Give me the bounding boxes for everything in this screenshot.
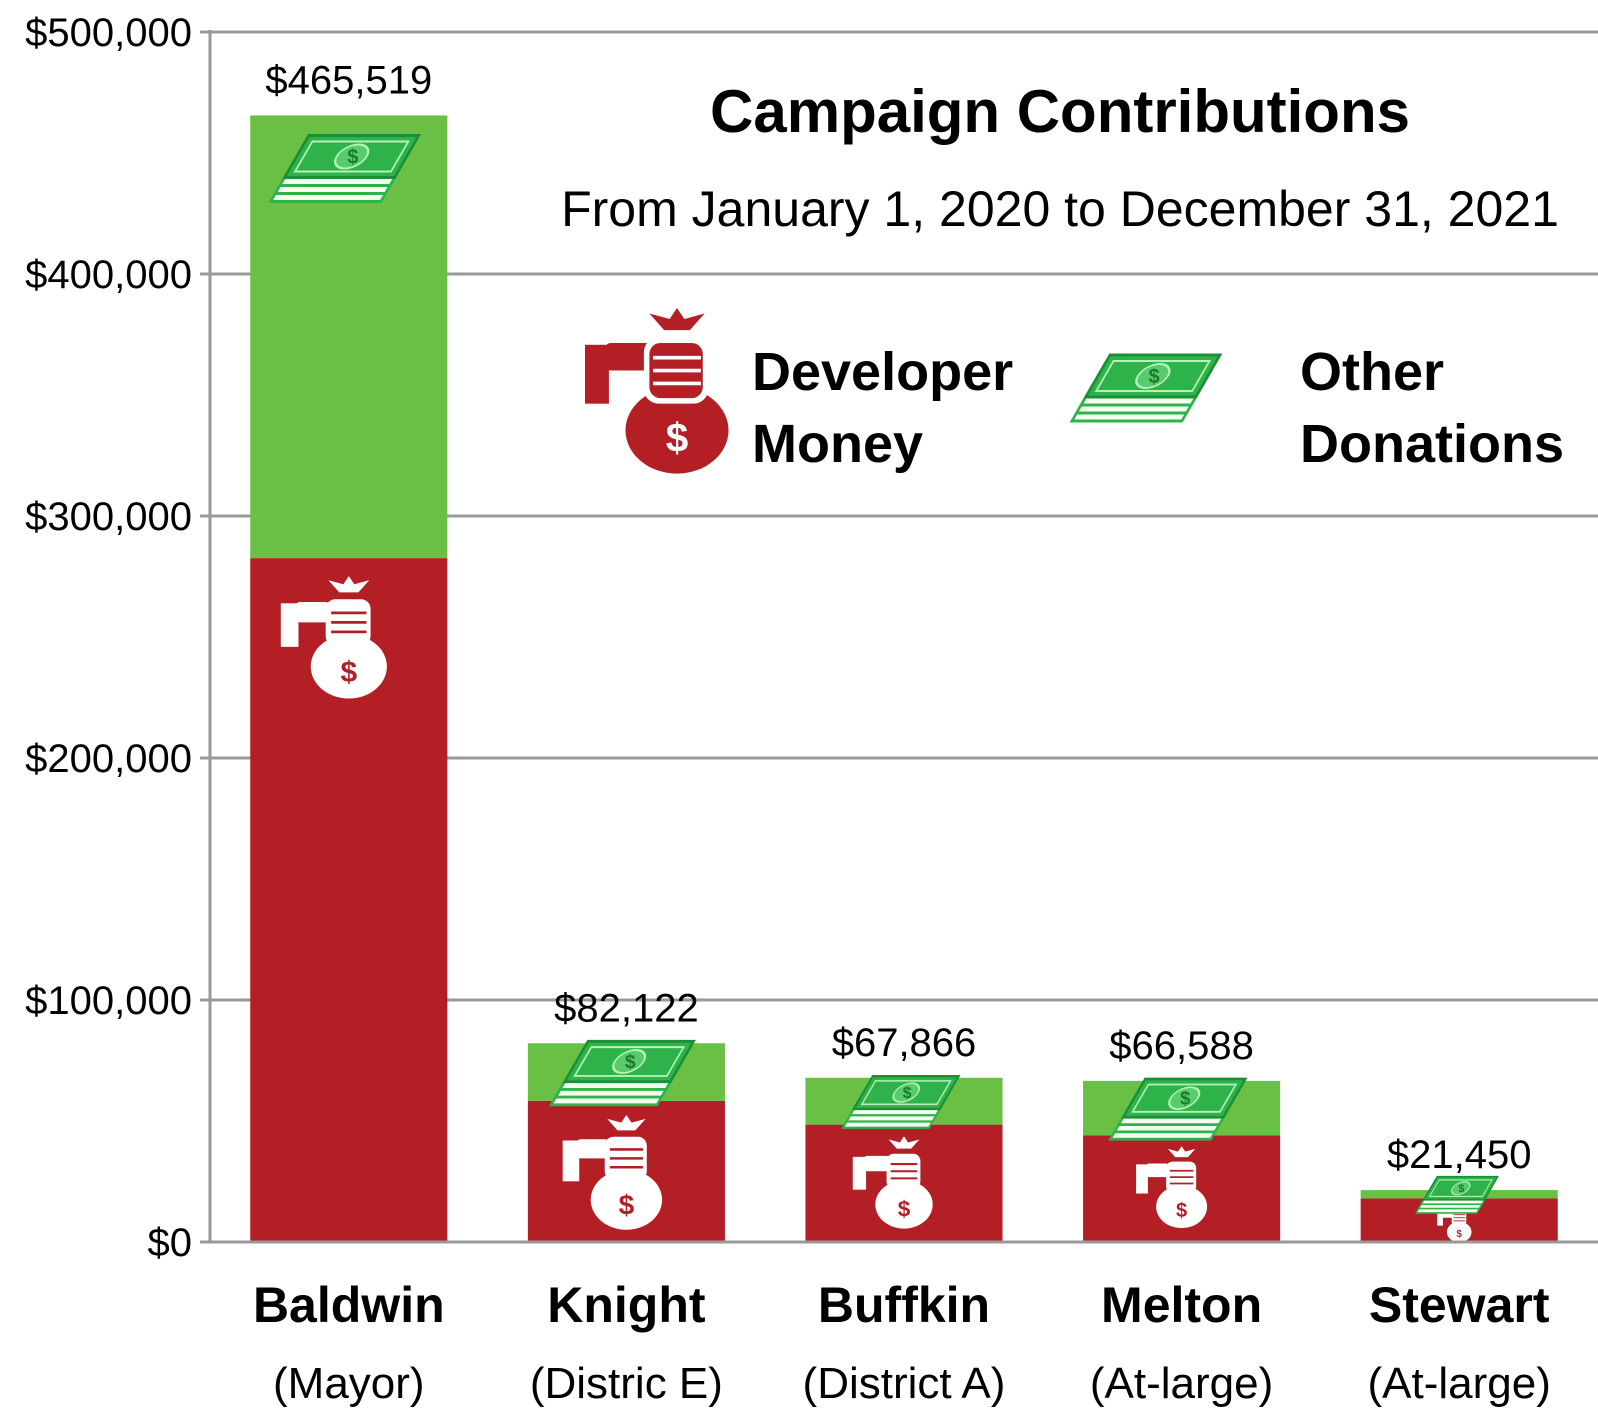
y-tick-label-300000: $300,000: [25, 495, 192, 539]
y-tick-label-0: $0: [148, 1221, 193, 1265]
axes: [200, 30, 1598, 1244]
x-tick-label-buffkin: Buffkin: [818, 1277, 990, 1333]
x-tick-role-melton: (At-large): [1090, 1359, 1273, 1408]
chart-title-block: Campaign Contributions From January 1, 2…: [561, 62, 1559, 252]
total-label-melton: $66,588: [1109, 1024, 1254, 1068]
legend-other-label-line1: Other: [1300, 342, 1444, 402]
legend-background: [565, 300, 1575, 490]
bars: [250, 115, 1558, 1242]
legend-developer-label-line2: Money: [752, 414, 923, 474]
total-label-knight: $82,122: [554, 986, 699, 1030]
y-tick-label-200000: $200,000: [25, 737, 192, 781]
x-tick-role-buffkin: (District A): [803, 1359, 1006, 1408]
total-label-stewart: $21,450: [1387, 1133, 1532, 1177]
x-tick-label-stewart: Stewart: [1369, 1277, 1550, 1333]
chart-title: Campaign Contributions: [710, 78, 1410, 145]
x-tick-role-knight: (Distric E): [530, 1359, 723, 1408]
x-tick-label-baldwin: Baldwin: [253, 1277, 445, 1333]
y-tick-label-400000: $400,000: [25, 253, 192, 297]
y-tick-label-500000: $500,000: [25, 11, 192, 55]
legend-developer-label-line1: Developer: [752, 342, 1013, 402]
legend: Developer Money Other Donations: [565, 300, 1575, 490]
chart-subtitle: From January 1, 2020 to December 31, 202…: [561, 181, 1559, 237]
x-tick-role-stewart: (At-large): [1368, 1359, 1551, 1408]
total-label-buffkin: $67,866: [832, 1021, 977, 1065]
x-tick-role-baldwin: (Mayor): [273, 1359, 425, 1408]
title-background: [565, 62, 1555, 252]
x-tick-label-knight: Knight: [547, 1277, 706, 1333]
legend-other-label-line2: Donations: [1300, 414, 1564, 474]
y-tick-label-100000: $100,000: [25, 979, 192, 1023]
total-label-baldwin: $465,519: [265, 58, 432, 102]
labels: $0 $100,000 $200,000 $300,000 $400,000 $500,0…: [25, 11, 1551, 1408]
x-tick-label-melton: Melton: [1101, 1277, 1262, 1333]
